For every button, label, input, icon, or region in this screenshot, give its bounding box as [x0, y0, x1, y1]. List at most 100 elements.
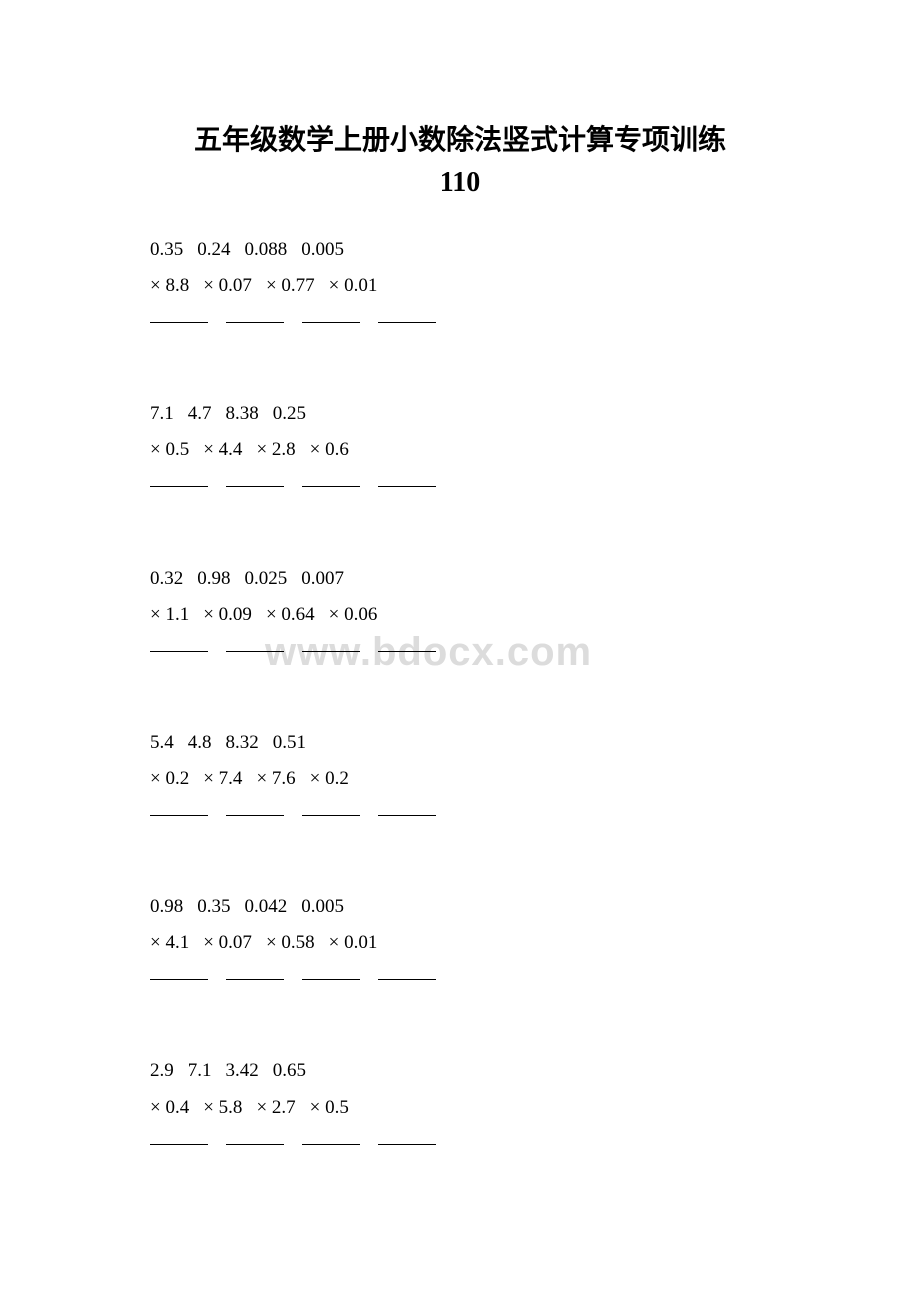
operand: 0.32 — [150, 568, 183, 589]
multiplier: × 5.8 — [203, 1097, 242, 1118]
answer-blank — [378, 815, 436, 816]
operand: 0.35 — [150, 239, 183, 260]
operands-row: 7.1 4.7 8.38 0.25 — [150, 396, 920, 432]
multiplier: × 7.4 — [203, 768, 242, 789]
answer-blank — [302, 815, 360, 816]
multiplier: × 0.64 — [266, 604, 315, 625]
multipliers-row: × 0.4 × 5.8 × 2.7 × 0.5 — [150, 1090, 920, 1126]
answer-blank — [150, 651, 208, 652]
operands-row: 2.9 7.1 3.42 0.65 — [150, 1053, 920, 1089]
multiplier: × 0.58 — [266, 932, 315, 953]
operand: 0.005 — [301, 239, 344, 260]
multiplier: × 8.8 — [150, 275, 189, 296]
multiplier: × 0.09 — [203, 604, 252, 625]
problem-group: 0.35 0.24 0.088 0.005 × 8.8 × 0.07 × 0.77 × 0.… — [150, 232, 920, 340]
answer-blanks-row — [150, 961, 920, 997]
answer-blanks-row — [150, 633, 920, 669]
multipliers-row: × 0.2 × 7.4 × 7.6 × 0.2 — [150, 761, 920, 797]
document-title: 五年级数学上册小数除法竖式计算专项训练 110 — [0, 120, 920, 204]
multiplier: × 0.5 — [150, 439, 189, 460]
multipliers-row: × 0.5 × 4.4 × 2.8 × 0.6 — [150, 432, 920, 468]
multiplier: × 7.6 — [256, 768, 295, 789]
answer-blank — [378, 322, 436, 323]
answer-blank — [150, 322, 208, 323]
answer-blank — [302, 651, 360, 652]
operand: 8.38 — [226, 403, 259, 424]
answer-blanks-row — [150, 1126, 920, 1162]
worksheet-content: 0.35 0.24 0.088 0.005 × 8.8 × 0.07 × 0.77 × 0.… — [0, 232, 920, 1162]
operands-row: 0.32 0.98 0.025 0.007 — [150, 561, 920, 597]
multiplier: × 0.07 — [203, 275, 252, 296]
operand: 0.65 — [273, 1060, 306, 1081]
multiplier: × 0.5 — [310, 1097, 349, 1118]
operand: 7.1 — [188, 1060, 212, 1081]
operand: 7.1 — [150, 403, 174, 424]
multiplier: × 2.8 — [256, 439, 295, 460]
answer-blank — [302, 979, 360, 980]
multiplier: × 0.01 — [329, 275, 378, 296]
answer-blanks-row — [150, 304, 920, 340]
multiplier: × 1.1 — [150, 604, 189, 625]
operand: 4.8 — [188, 732, 212, 753]
problem-group: 7.1 4.7 8.38 0.25 × 0.5 × 4.4 × 2.8 × 0.6 — [150, 396, 920, 504]
multiplier: × 0.01 — [329, 932, 378, 953]
title-line-2: 110 — [440, 167, 480, 198]
operand: 0.042 — [245, 896, 288, 917]
answer-blank — [226, 651, 284, 652]
multiplier: × 4.1 — [150, 932, 189, 953]
operand: 2.9 — [150, 1060, 174, 1081]
operand: 3.42 — [226, 1060, 259, 1081]
multiplier: × 4.4 — [203, 439, 242, 460]
operands-row: 5.4 4.8 8.32 0.51 — [150, 725, 920, 761]
problem-group: 0.98 0.35 0.042 0.005 × 4.1 × 0.07 × 0.58 × 0.… — [150, 889, 920, 997]
answer-blank — [150, 979, 208, 980]
answer-blank — [226, 979, 284, 980]
operand: 0.025 — [245, 568, 288, 589]
operand: 8.32 — [226, 732, 259, 753]
multipliers-row: × 8.8 × 0.07 × 0.77 × 0.01 — [150, 268, 920, 304]
operand: 0.98 — [197, 568, 230, 589]
answer-blank — [226, 322, 284, 323]
answer-blank — [150, 1144, 208, 1145]
multipliers-row: × 4.1 × 0.07 × 0.58 × 0.01 — [150, 925, 920, 961]
answer-blank — [226, 1144, 284, 1145]
answer-blank — [302, 1144, 360, 1145]
answer-blank — [150, 815, 208, 816]
answer-blank — [378, 651, 436, 652]
answer-blank — [150, 486, 208, 487]
operand: 0.005 — [301, 896, 344, 917]
operands-row: 0.98 0.35 0.042 0.005 — [150, 889, 920, 925]
operand: 5.4 — [150, 732, 174, 753]
multiplier: × 2.7 — [256, 1097, 295, 1118]
problem-group: 0.32 0.98 0.025 0.007 × 1.1 × 0.09 × 0.64 × 0.… — [150, 561, 920, 669]
multiplier: × 0.77 — [266, 275, 315, 296]
problem-group: 5.4 4.8 8.32 0.51 × 0.2 × 7.4 × 7.6 × 0.2 — [150, 725, 920, 833]
multiplier: × 0.6 — [310, 439, 349, 460]
operand: 0.25 — [273, 403, 306, 424]
title-line-1: 五年级数学上册小数除法竖式计算专项训练 — [194, 125, 726, 156]
answer-blank — [226, 815, 284, 816]
multiplier: × 0.2 — [310, 768, 349, 789]
operand: 0.088 — [245, 239, 288, 260]
answer-blanks-row — [150, 797, 920, 833]
answer-blank — [302, 322, 360, 323]
operand: 0.24 — [197, 239, 230, 260]
multiplier: × 0.2 — [150, 768, 189, 789]
answer-blank — [226, 486, 284, 487]
answer-blanks-row — [150, 468, 920, 504]
operands-row: 0.35 0.24 0.088 0.005 — [150, 232, 920, 268]
multipliers-row: × 1.1 × 0.09 × 0.64 × 0.06 — [150, 597, 920, 633]
answer-blank — [302, 486, 360, 487]
answer-blank — [378, 486, 436, 487]
operand: 4.7 — [188, 403, 212, 424]
problem-group: 2.9 7.1 3.42 0.65 × 0.4 × 5.8 × 2.7 × 0.5 — [150, 1053, 920, 1161]
operand: 0.51 — [273, 732, 306, 753]
operand: 0.007 — [301, 568, 344, 589]
answer-blank — [378, 979, 436, 980]
operand: 0.98 — [150, 896, 183, 917]
multiplier: × 0.4 — [150, 1097, 189, 1118]
operand: 0.35 — [197, 896, 230, 917]
answer-blank — [378, 1144, 436, 1145]
multiplier: × 0.07 — [203, 932, 252, 953]
multiplier: × 0.06 — [329, 604, 378, 625]
